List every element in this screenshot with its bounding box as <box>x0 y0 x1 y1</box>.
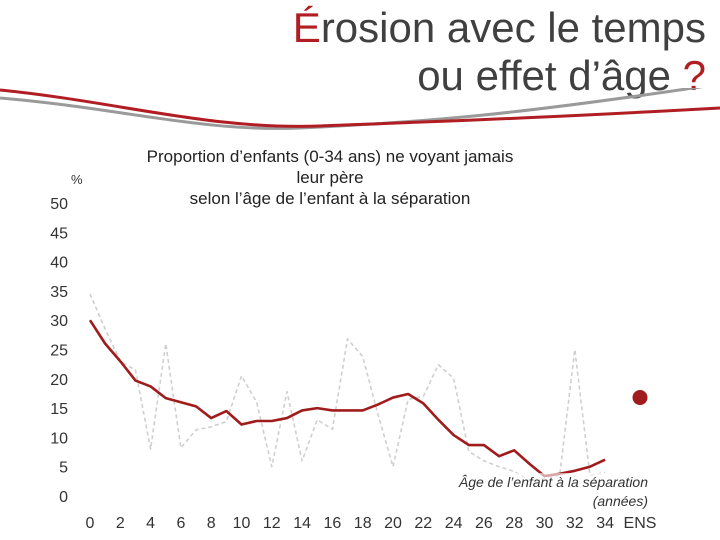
chart-title-line: leur père <box>296 168 364 187</box>
x-tick-label: 22 <box>414 515 432 532</box>
chart-title-line: selon l’âge de l’enfant à la séparation <box>189 189 471 208</box>
x-tick-label: 0 <box>86 515 95 532</box>
x-tick-label: 32 <box>566 515 584 532</box>
x-tick-label: 4 <box>146 515 155 532</box>
x-tick-label: 6 <box>176 515 185 532</box>
x-tick-label: 34 <box>596 515 614 532</box>
y-tick-label: 15 <box>50 401 68 418</box>
chart-title: Proportion d’enfants (0-34 ans) ne voyan… <box>130 146 530 209</box>
x-tick-label: 14 <box>293 515 311 532</box>
x-tick-label: 2 <box>116 515 125 532</box>
y-tick-label: 50 <box>50 196 68 213</box>
x-tick-label: 24 <box>445 515 463 532</box>
y-tick-label: 20 <box>50 372 68 389</box>
y-tick-label: 40 <box>50 255 68 272</box>
x-tick-label: 10 <box>233 515 251 532</box>
y-axis-unit: % <box>71 172 83 187</box>
y-tick-label: 10 <box>50 430 68 447</box>
ens-summary-point <box>632 390 648 406</box>
x-tick-label: 12 <box>263 515 281 532</box>
swoosh-red-line <box>0 88 720 128</box>
x-tick-label: 30 <box>536 515 554 532</box>
x-tick-label: 16 <box>324 515 342 532</box>
y-tick-label: 0 <box>59 489 68 506</box>
title-line-1: Érosion avec le temps <box>293 4 706 52</box>
x-tick-label: 28 <box>505 515 523 532</box>
y-tick-label: 25 <box>50 343 68 360</box>
title-line-2-text: ou effet d’âge <box>417 52 683 99</box>
x-tick-label: 26 <box>475 515 493 532</box>
y-tick-labels: 0 5 10 15 20 25 30 35 40 45 50 <box>50 196 68 506</box>
x-axis-label-line: Âge de l’enfant à la séparation <box>458 474 648 490</box>
chart-title-line: Proportion d’enfants (0-34 ans) ne voyan… <box>146 147 514 166</box>
y-tick-label: 35 <box>50 284 68 301</box>
title-accent-letter: É <box>292 4 321 51</box>
x-tick-labels: 0 2 4 6 8 10 12 14 16 18 20 22 24 26 28 30 32 34 ENS <box>86 515 657 532</box>
y-tick-label: 5 <box>59 460 68 477</box>
series-layer <box>88 293 648 482</box>
y-tick-label: 45 <box>50 225 68 242</box>
x-tick-label: 20 <box>384 515 402 532</box>
decorative-swoosh <box>0 88 720 130</box>
x-tick-label: 8 <box>207 515 216 532</box>
x-tick-label: ENS <box>624 515 657 532</box>
x-axis-label: Âge de l’enfant à la séparation (années) <box>458 473 648 511</box>
y-tick-label: 30 <box>50 313 68 330</box>
x-axis-label-line: (années) <box>592 493 648 509</box>
dashed-series-line <box>89 293 606 482</box>
solid-series-line <box>88 319 606 478</box>
x-tick-label: 18 <box>354 515 372 532</box>
title-line-1-text: rosion avec le temps <box>320 4 706 51</box>
